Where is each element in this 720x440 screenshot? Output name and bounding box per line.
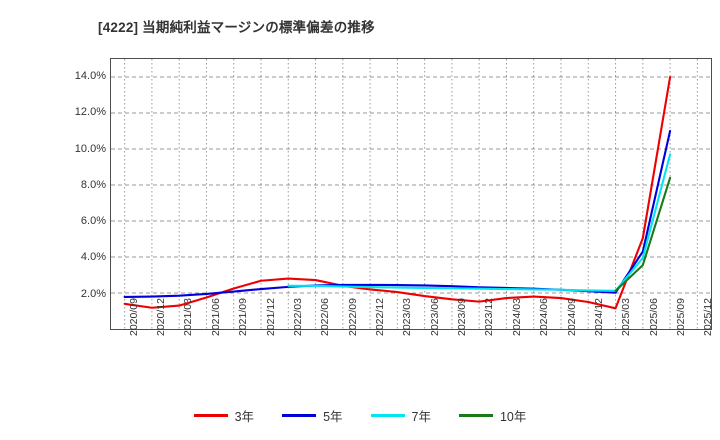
y-axis-tick-labels: 2.0% 4.0% 6.0% 8.0% 10.0% 12.0% 14.0% [44, 0, 106, 440]
x-axis-tick-label: 2024/03 [510, 298, 523, 336]
series-line-10年 [614, 176, 672, 292]
legend-item[interactable]: 3年 [193, 406, 255, 425]
x-axis-tick-label: 2025/09 [674, 298, 687, 336]
legend-item[interactable]: 7年 [370, 406, 431, 425]
legend-item[interactable]: 5年 [282, 406, 343, 425]
y-axis-tick-label: 4.0% [80, 251, 106, 264]
legend-color-swatch [370, 414, 405, 417]
x-axis-tick-label: 2024/12 [592, 298, 605, 336]
x-axis-tick-label: 2023/12 [483, 298, 496, 336]
x-axis-tick-label: 2023/06 [428, 298, 441, 336]
x-axis-tick-label: 2020/09 [127, 298, 140, 336]
grid-lines [111, 59, 711, 329]
y-axis-tick-label: 8.0% [80, 178, 106, 191]
x-axis-tick-label: 2023/03 [401, 298, 414, 336]
legend-label: 5年 [323, 410, 343, 424]
legend-label: 3年 [234, 410, 255, 424]
y-axis-tick-label: 14.0% [74, 70, 106, 83]
y-axis-tick-label: 12.0% [74, 106, 106, 119]
x-axis-tick-label: 2025/06 [647, 298, 660, 336]
x-axis-tick-label: 2022/09 [346, 298, 359, 336]
y-axis-tick-label: 6.0% [80, 215, 106, 228]
x-axis-tick-label: 2024/09 [565, 298, 578, 336]
legend-color-swatch [282, 414, 317, 417]
x-axis-tick-label: 2020/12 [155, 298, 168, 336]
legend-item[interactable]: 10年 [458, 406, 527, 425]
legend-label: 7年 [411, 410, 431, 424]
legend-color-swatch [193, 414, 228, 417]
x-axis-tick-label: 2023/09 [456, 298, 469, 336]
series-line-3年 [123, 75, 672, 310]
legend-color-swatch [458, 414, 493, 417]
x-axis-tick-label: 2021/03 [182, 298, 195, 336]
chart-title: [4222] 当期純利益マージンの標準偏差の推移 [98, 20, 375, 35]
series-line-7年 [287, 153, 672, 292]
x-axis-tick-label: 2022/12 [373, 298, 386, 336]
legend-label: 10年 [499, 410, 527, 424]
y-axis-tick-label: 2.0% [80, 287, 106, 300]
x-axis-tick-label: 2024/06 [538, 298, 551, 336]
x-axis-tick-label: 2025/12 [702, 298, 715, 336]
x-axis-tick-label: 2022/03 [291, 298, 304, 336]
y-axis-tick-label: 10.0% [74, 142, 106, 155]
plot-svg [111, 59, 711, 329]
x-axis-tick-label: 2022/06 [319, 298, 332, 336]
plot-area [110, 58, 712, 330]
x-axis-tick-label: 2021/06 [209, 298, 222, 336]
chart-legend: 3年 5年 7年 10年 [0, 406, 720, 425]
x-axis-tick-label: 2021/12 [264, 298, 277, 336]
x-axis-tick-label: 2021/09 [237, 298, 250, 336]
x-axis-tick-label: 2025/03 [620, 298, 633, 336]
